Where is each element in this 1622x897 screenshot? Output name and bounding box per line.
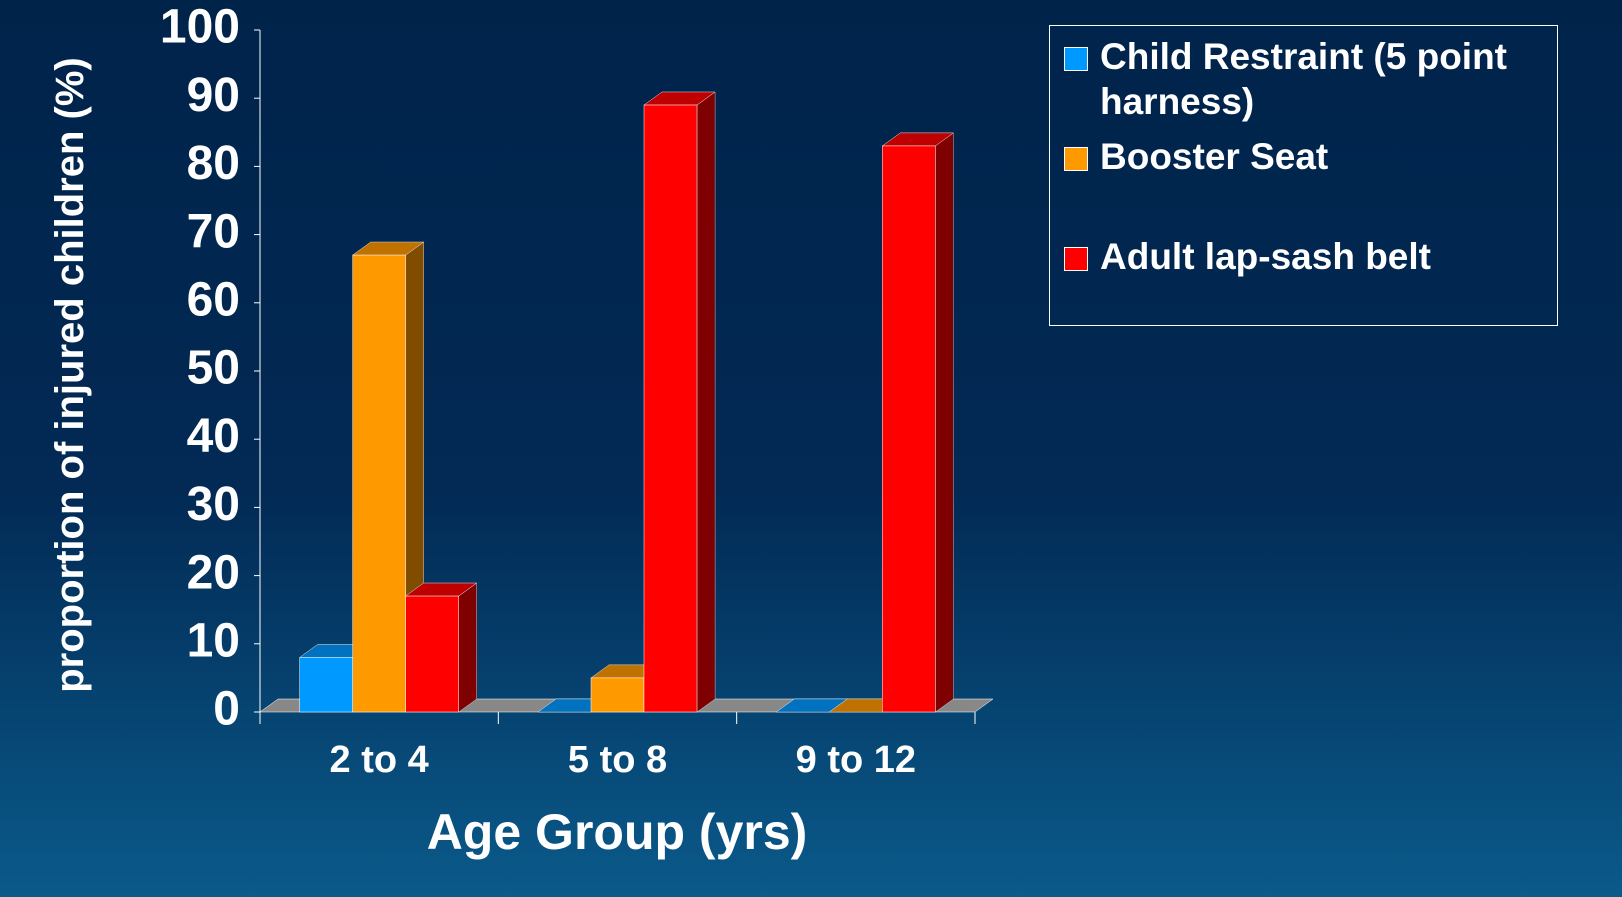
bar-side-shade	[935, 132, 954, 712]
y-tick-label: 90	[187, 69, 240, 122]
y-axis-title: proportion of injured children (%)	[48, 57, 92, 693]
legend-swatch	[1064, 47, 1088, 71]
legend-entry: Adult lap-sash belt	[1064, 234, 1544, 279]
y-tick-label: 20	[187, 546, 240, 599]
legend: Child Restraint (5 point harness) Booster…	[1049, 25, 1558, 326]
bar-top-shade	[776, 699, 848, 712]
legend-swatch	[1064, 147, 1088, 171]
y-tick-label: 0	[213, 683, 240, 736]
legend-entry: Child Restraint (5 point harness)	[1064, 34, 1544, 124]
bar	[590, 677, 645, 713]
bar-side-shade	[697, 92, 715, 712]
y-tick-label: 40	[187, 410, 240, 463]
legend-entry: Booster Seat	[1064, 134, 1544, 179]
y-tick-label: 10	[187, 614, 240, 667]
y-tick-label: 100	[160, 1, 240, 54]
bar	[882, 145, 936, 713]
y-tick-label: 30	[187, 478, 240, 531]
bar-top-shade	[405, 583, 477, 597]
y-tick-label: 50	[187, 342, 240, 395]
y-tick-label: 80	[187, 137, 240, 190]
legend-swatch	[1064, 247, 1088, 271]
bar	[352, 254, 406, 713]
x-tick-label: 5 to 8	[568, 739, 667, 781]
y-tick-label: 60	[187, 273, 240, 326]
bar-side-shade	[458, 583, 477, 712]
x-tick-label: 9 to 12	[796, 739, 916, 781]
y-tick-label: 70	[187, 205, 240, 258]
x-axis-title: Age Group (yrs)	[427, 804, 808, 860]
bar-top-shade	[352, 242, 424, 256]
x-tick-label: 2 to 4	[330, 739, 429, 781]
bar	[299, 657, 353, 713]
legend-label: Booster Seat	[1100, 136, 1329, 177]
bar-top-shade	[644, 92, 715, 106]
bar	[643, 104, 698, 713]
legend-label: Child Restraint (5 point harness)	[1100, 36, 1507, 122]
bar-top-shade	[882, 132, 954, 146]
legend-label: Adult lap-sash belt	[1100, 236, 1431, 277]
bar	[405, 595, 459, 713]
